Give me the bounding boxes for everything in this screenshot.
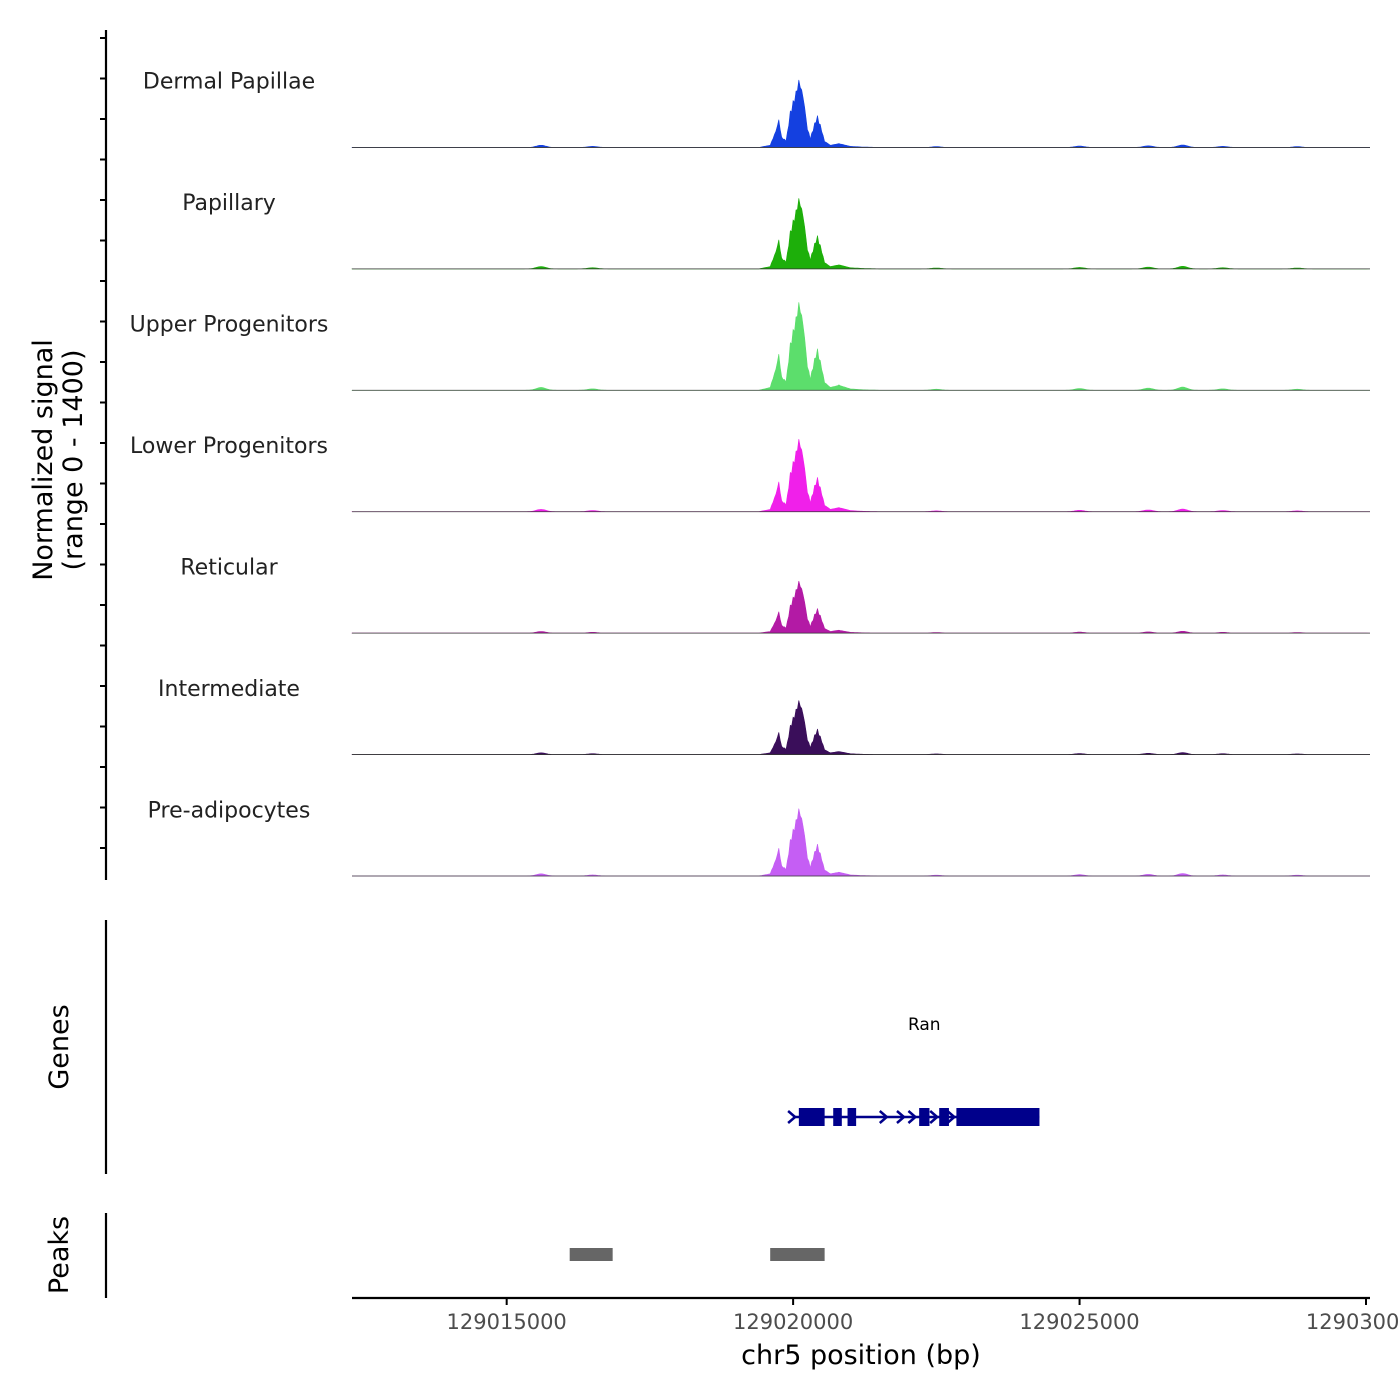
genes-track: Ran	[787, 1015, 1040, 1126]
track-intermediate: Intermediate	[158, 677, 1371, 755]
peaks-track	[569, 1248, 825, 1261]
y-axis-title: Normalized signal (range 0 - 1400)	[28, 339, 89, 581]
peaks-track-title: Peaks	[44, 1216, 75, 1294]
signal-tracks: Dermal Papillae Papillary Upper Progenitor…	[130, 70, 1371, 877]
track-pre-adipocytes: Pre-adipocytes	[148, 798, 1370, 877]
gene-exon	[919, 1108, 930, 1126]
y-axis-title-line1: Normalized signal	[28, 339, 59, 581]
track-label: Dermal Papillae	[143, 70, 315, 95]
track-signal-area	[351, 79, 1371, 148]
track-signal-area	[351, 198, 1371, 270]
track-signal-area	[351, 302, 1371, 391]
track-signal-area	[351, 439, 1371, 513]
gene-exon	[956, 1108, 1040, 1126]
track-label: Intermediate	[158, 677, 300, 702]
track-label: Lower Progenitors	[130, 434, 328, 459]
track-papillary: Papillary	[182, 191, 1371, 270]
strand-arrow	[907, 1110, 918, 1124]
track-lower-progenitors: Lower Progenitors	[130, 434, 1371, 513]
peak-region	[569, 1248, 613, 1261]
y-axis-title-line2: (range 0 - 1400)	[58, 350, 89, 571]
track-dermal-papillae: Dermal Papillae	[143, 70, 1371, 148]
strand-arrow	[929, 1110, 940, 1124]
track-label: Reticular	[180, 555, 278, 580]
track-label: Upper Progenitors	[130, 313, 329, 338]
track-upper-progenitors: Upper Progenitors	[130, 302, 1371, 391]
x-tick-label: 129030000	[1306, 1310, 1400, 1334]
track-label: Papillary	[182, 191, 276, 216]
track-signal-area	[351, 700, 1371, 755]
track-signal-area	[352, 808, 1370, 877]
gene-ran: Ran	[787, 1015, 1040, 1126]
gene-exon	[833, 1108, 842, 1126]
track-label: Pre-adipocytes	[148, 798, 311, 823]
gene-exon	[847, 1108, 857, 1126]
gene-exon	[798, 1108, 825, 1126]
x-tick-label: 129020000	[733, 1310, 853, 1334]
strand-arrow	[878, 1110, 889, 1124]
x-axis-title: chr5 position (bp)	[741, 1340, 981, 1371]
strand-arrow	[787, 1110, 798, 1124]
x-tick-label: 129025000	[1019, 1310, 1139, 1334]
track-reticular: Reticular	[180, 555, 1371, 634]
x-axis-ticks: 129015000 129020000 129025000 129030000	[447, 1298, 1400, 1334]
x-tick-label: 129015000	[447, 1310, 567, 1334]
gene-exon	[939, 1108, 949, 1126]
genes-track-title: Genes	[44, 1004, 75, 1089]
strand-arrow	[896, 1110, 906, 1124]
peak-region	[770, 1248, 825, 1261]
track-signal-area	[351, 580, 1371, 634]
gene-name-label: Ran	[908, 1015, 941, 1035]
y-axis-ticks	[100, 37, 106, 849]
strand-arrow	[946, 1110, 957, 1124]
